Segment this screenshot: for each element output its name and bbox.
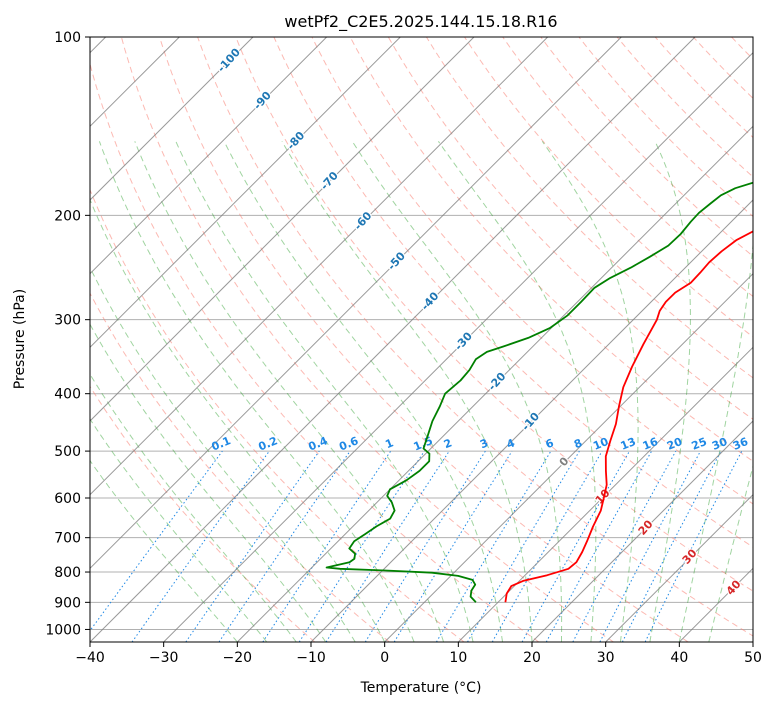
mixing-ratio-line [262, 450, 392, 642]
moist-adiabat [98, 141, 415, 642]
x-tick-label: 0 [380, 650, 389, 666]
mixing-ratio-label: 2 [442, 436, 454, 451]
x-tick-label: 40 [670, 650, 688, 666]
dry-adiabat [273, 37, 753, 548]
isotherm-line [90, 37, 549, 496]
y-tick-label: 500 [54, 444, 81, 460]
mixing-ratio-line [325, 450, 450, 642]
mixing-ratio-label: 36 [731, 435, 750, 453]
dry-adiabat [90, 292, 390, 642]
moist-adiabat [175, 141, 474, 642]
dry-adiabat [425, 37, 753, 379]
dry-adiabat [502, 37, 753, 298]
moist-adiabat [134, 141, 445, 642]
mixing-ratio-line [218, 450, 351, 642]
mixing-ratio-line [545, 450, 653, 642]
x-tick-label: −40 [75, 650, 105, 666]
y-tick-label: 800 [54, 565, 81, 581]
dry-adiabat [387, 37, 753, 420]
skewed-isotherms [90, 37, 753, 642]
dry-adiabat [349, 37, 753, 462]
mixing-ratio-line [131, 450, 270, 642]
x-tick-label: −30 [149, 650, 179, 666]
mixing-ratio-label: 13 [619, 435, 638, 453]
mixing-ratio-line [90, 450, 223, 632]
moist-adiabat [678, 141, 753, 642]
x-axis-label: Temperature (°C) [360, 680, 482, 696]
x-tick-label: 50 [744, 650, 762, 666]
isotherm-line [90, 37, 696, 642]
isotherm-line [384, 272, 753, 642]
isotherm-line [90, 37, 328, 275]
moist-adiabat [90, 418, 268, 642]
y-tick-label: 200 [54, 208, 81, 224]
x-tick-label: 10 [449, 650, 467, 666]
x-axis: −40 −30 −20 −10 0 10 20 30 40 50 [75, 642, 762, 666]
isotherm-line [90, 37, 254, 201]
moist-adiabat [649, 141, 691, 642]
mixing-ratio-label: 3 [478, 436, 490, 451]
moist-adiabat [90, 198, 386, 642]
mixing-ratio-label: 25 [690, 435, 709, 453]
dewpoint-profile [325, 181, 753, 603]
x-tick-label: 30 [597, 650, 615, 666]
pressure-gridlines [90, 37, 753, 630]
y-tick-label: 600 [54, 491, 81, 507]
isotherm-line [236, 125, 753, 642]
sounding-profiles [325, 181, 753, 603]
mixing-ratio-label: 30 [710, 435, 729, 453]
isotherm-line [163, 51, 753, 642]
mixing-ratio-label: 16 [641, 435, 660, 453]
moist-adiabat [351, 141, 563, 642]
moist-adiabat [90, 373, 297, 642]
y-tick-label: 400 [54, 387, 81, 403]
y-tick-label: 1000 [45, 622, 81, 638]
mixing-ratio-line [644, 450, 743, 642]
y-tick-label: 300 [54, 313, 81, 329]
y-axis: 100 200 300 400 500 600 700 800 900 1000 [45, 30, 90, 638]
dry-adiabat [464, 37, 753, 338]
x-tick-label: 20 [523, 650, 541, 666]
plot-frame [89, 36, 754, 643]
isotherm-line [90, 37, 622, 570]
y-tick-label: 900 [54, 595, 81, 611]
dry-adiabat [311, 37, 753, 505]
y-axis-label: Pressure (hPa) [12, 289, 28, 389]
dry-adiabat [90, 385, 316, 642]
dry-adiabat [235, 37, 753, 592]
mixing-ratio-line [298, 450, 425, 642]
chart-title: wetPf2_C2E5.2025.144.15.18.R16 [284, 12, 557, 32]
moist-adiabat [437, 141, 597, 642]
mixing-ratio-line [393, 450, 513, 642]
isotherm-line [90, 37, 401, 349]
y-tick-label: 100 [54, 30, 81, 46]
y-tick-label: 700 [54, 531, 81, 547]
moist-adiabat [281, 141, 533, 642]
temperature-profile [504, 230, 753, 603]
isotherm-line [605, 493, 753, 642]
dry-adiabat [90, 188, 465, 642]
x-tick-label: −10 [296, 650, 326, 666]
moist-adiabats [90, 141, 753, 642]
moist-adiabat [223, 141, 503, 642]
isotherm-line [90, 37, 475, 422]
x-tick-label: −20 [223, 650, 253, 666]
dry-adiabat [120, 37, 614, 642]
isotherm-line [457, 346, 753, 642]
dry-adiabat [90, 62, 540, 642]
isotherm-line [310, 199, 753, 642]
mixing-ratio-label: 10 [591, 435, 610, 453]
moist-adiabat [541, 141, 639, 642]
mixing-ratio-label: 1 [383, 436, 395, 451]
mixing-ratio-line [185, 450, 320, 642]
isotherm-line [531, 420, 753, 642]
mixing-ratio-label: 20 [665, 435, 684, 453]
moist-adiabat [90, 323, 327, 642]
mixing-ratio-line [572, 450, 677, 642]
mixing-ratio-label: 8 [572, 436, 584, 451]
dry-adiabat [159, 37, 689, 642]
